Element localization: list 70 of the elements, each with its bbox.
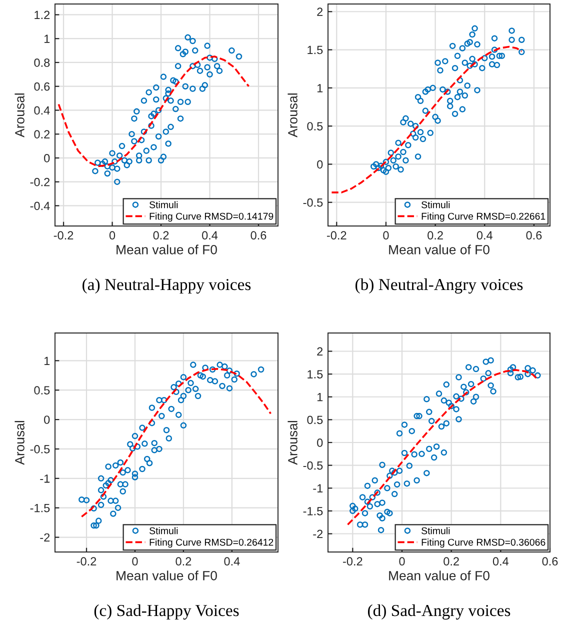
y-tick-label: 0.5 xyxy=(34,386,50,394)
x-axis-title: Mean value of F0 xyxy=(389,244,490,254)
legend-label: Fiting Curve RMSD=0.26412 xyxy=(150,538,274,548)
x-tick-label: -0.2 xyxy=(326,231,346,240)
y-tick-label: 1.5 xyxy=(308,46,323,54)
y-tick-label: 0 xyxy=(317,160,323,169)
y-tick-label: 0.2 xyxy=(34,130,50,138)
y-axis-title: Arousal xyxy=(14,94,24,138)
y-tick-label: 1 xyxy=(44,356,50,365)
y-axis-title: Arousal xyxy=(288,94,298,138)
x-tick-label: 0.4 xyxy=(492,557,509,566)
y-tick-label: -1 xyxy=(40,474,50,483)
x-tick-label: 0.4 xyxy=(476,231,492,240)
y-tick-label: 0.5 xyxy=(307,416,323,424)
y-tick-label: 1 xyxy=(317,393,323,402)
x-tick-label: 0.4 xyxy=(202,231,218,240)
x-axis-title: Mean value of F0 xyxy=(389,570,490,580)
legend-label: Fiting Curve RMSD=0.22661 xyxy=(422,212,546,222)
x-tick-label: 0.4 xyxy=(224,557,240,566)
y-tick-label: 0.8 xyxy=(34,58,50,67)
x-tick-label: 0.6 xyxy=(526,231,542,240)
y-tick-label: 2 xyxy=(317,347,323,356)
x-tick-label: 0 xyxy=(383,231,389,240)
y-tick-label: 0.5 xyxy=(307,122,323,130)
y-tick-label: 1.5 xyxy=(308,370,323,378)
text: (d) Sad-Angry voices xyxy=(368,604,510,620)
x-tick-label: -0.2 xyxy=(54,231,74,240)
y-tick-label: -1.5 xyxy=(30,504,50,512)
y-tick-label: 1.2 xyxy=(34,10,50,20)
y-tick-label: -1 xyxy=(313,484,323,492)
x-tick-label: -0.2 xyxy=(343,557,362,566)
y-axis-title: Arousal xyxy=(14,421,24,465)
y-tick-label: -2 xyxy=(313,530,323,538)
y-tick-label: 1 xyxy=(44,34,50,43)
legend-label: Stimuli xyxy=(150,201,178,208)
x-tick-label: 0 xyxy=(109,231,116,240)
y-tick-label: -2 xyxy=(40,533,50,542)
text: (a) Neutral-Happy voices xyxy=(82,278,251,294)
x-tick-label: 0 xyxy=(399,557,405,566)
y-axis-title: Arousal xyxy=(288,421,298,465)
y-tick-label: -0.2 xyxy=(30,178,50,186)
x-tick-label: 0.2 xyxy=(176,557,192,566)
legend-label: Stimuli xyxy=(422,527,450,534)
x-tick-label: 0.2 xyxy=(153,231,169,240)
y-tick-label: -0.5 xyxy=(303,198,323,207)
y-tick-label: -0.5 xyxy=(30,445,50,454)
legend-label: Stimuli xyxy=(150,527,178,534)
y-tick-label: 1 xyxy=(317,84,323,92)
y-tick-label: -0.4 xyxy=(30,202,50,210)
x-axis-title: Mean value of F0 xyxy=(116,570,217,580)
y-tick-label: 0 xyxy=(44,154,50,162)
y-tick-label: 0 xyxy=(317,438,323,447)
y-tick-label: 0.4 xyxy=(34,106,50,115)
y-tick-label: -1.5 xyxy=(303,507,323,516)
legend-label: Fiting Curve RMSD=0.14179 xyxy=(150,212,274,222)
y-tick-label: 0 xyxy=(44,416,50,424)
y-tick-label: 0.6 xyxy=(34,82,50,91)
text: (b) Neutral-Angry voices xyxy=(356,278,523,294)
legend-label: Fiting Curve RMSD=0.36066 xyxy=(422,538,546,548)
x-tick-label: 0.6 xyxy=(542,557,558,566)
x-tick-label: -0.2 xyxy=(76,557,96,566)
x-tick-label: 0.2 xyxy=(444,557,459,566)
x-tick-label: 0 xyxy=(132,557,138,566)
legend-label: Stimuli xyxy=(422,201,450,208)
x-tick-label: 0.6 xyxy=(250,231,266,240)
y-tick-label: -0.5 xyxy=(303,461,323,470)
x-axis-title: Mean value of F0 xyxy=(116,244,217,254)
y-tick-label: 2 xyxy=(317,8,323,16)
x-tick-label: 0.2 xyxy=(428,231,443,240)
text: (c) Sad-Happy Voices xyxy=(94,604,239,620)
